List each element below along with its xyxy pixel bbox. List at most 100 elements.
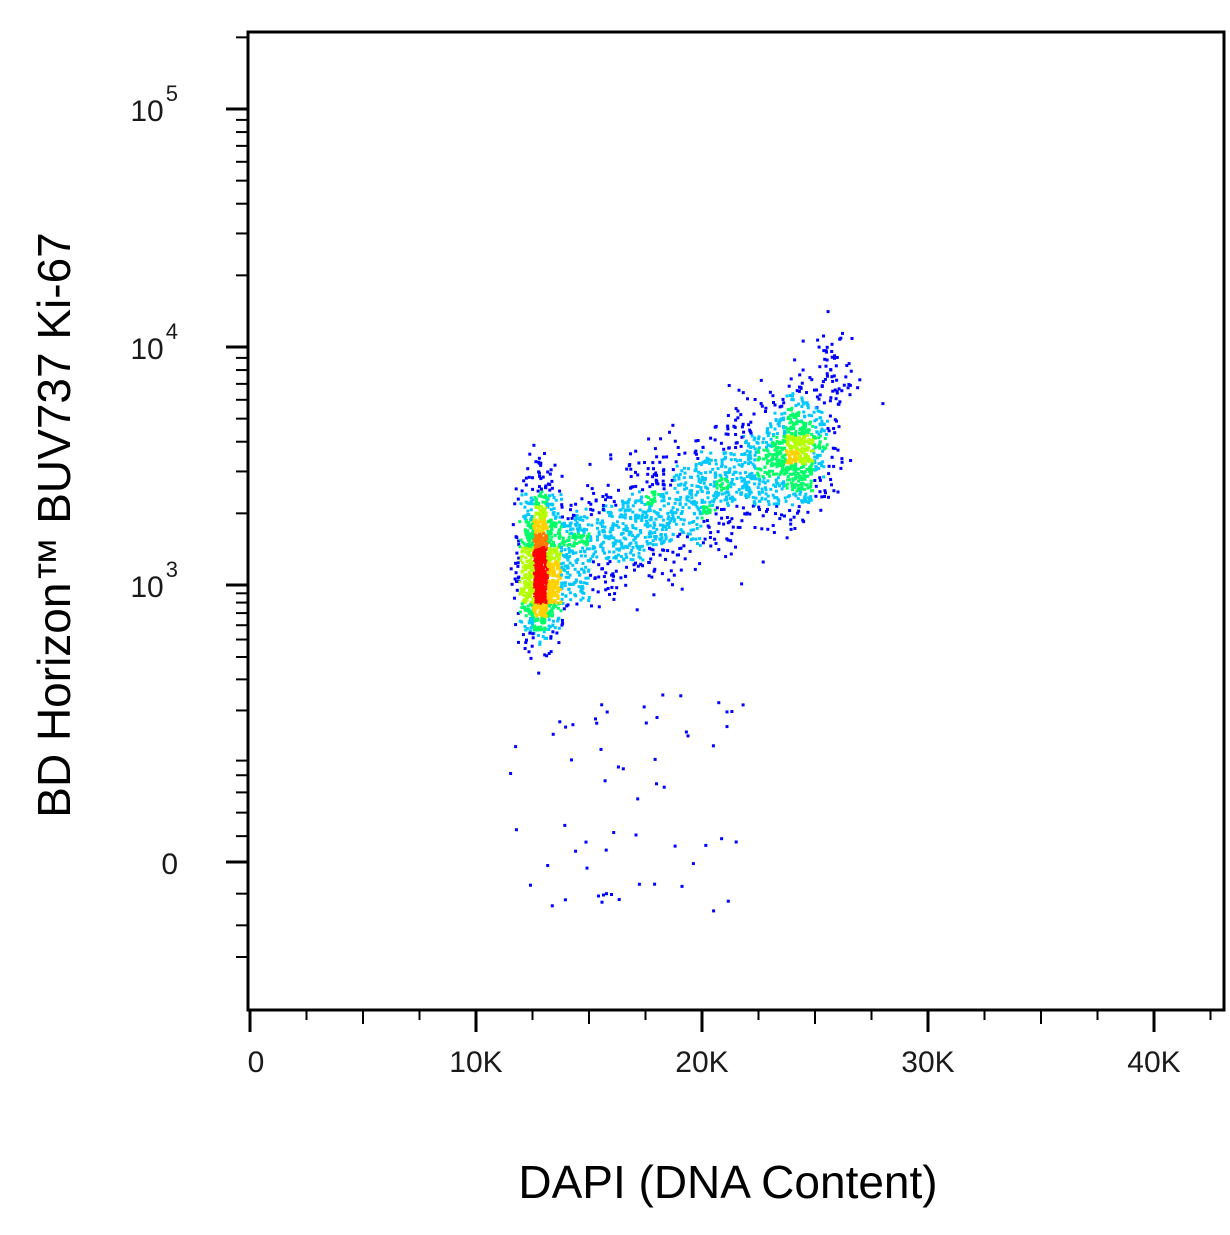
data-point <box>729 458 733 462</box>
data-point <box>779 446 783 450</box>
data-point <box>575 521 579 525</box>
data-point <box>796 447 799 451</box>
data-point <box>547 597 551 601</box>
data-point <box>761 560 765 564</box>
data-point <box>533 566 536 570</box>
data-point <box>780 513 783 517</box>
data-point <box>603 551 606 555</box>
data-point <box>739 476 743 480</box>
data-point <box>575 509 579 513</box>
data-point <box>557 557 561 561</box>
data-point <box>540 553 544 557</box>
data-point <box>711 503 715 507</box>
data-point <box>539 572 543 576</box>
data-point <box>782 462 785 466</box>
data-point <box>608 511 612 515</box>
data-point <box>671 550 675 554</box>
data-point <box>730 532 734 536</box>
data-point <box>536 597 540 601</box>
data-point <box>670 478 674 482</box>
data-point <box>780 482 784 485</box>
data-point <box>660 499 664 503</box>
data-point <box>813 468 817 472</box>
data-point <box>575 542 579 545</box>
data-point <box>748 492 752 496</box>
data-point <box>546 615 550 618</box>
data-point <box>782 484 786 488</box>
data-point <box>611 541 615 545</box>
data-point <box>641 510 645 514</box>
data-point <box>818 478 822 482</box>
data-point <box>709 458 713 462</box>
data-point <box>578 523 582 527</box>
data-point <box>546 529 550 533</box>
data-point <box>730 499 734 503</box>
data-point <box>573 581 577 584</box>
data-point <box>714 512 718 516</box>
data-point <box>634 541 638 545</box>
x-axis-tick-labels: 0 10K 20K 30K 40K <box>248 1046 1181 1079</box>
data-point <box>706 496 710 500</box>
data-point <box>804 425 807 428</box>
data-point <box>592 491 596 495</box>
data-point <box>561 536 565 540</box>
data-point <box>808 420 812 424</box>
x-axis-title: DAPI (DNA Content) <box>518 1156 937 1208</box>
data-point <box>522 598 526 602</box>
data-point <box>789 518 793 522</box>
data-point <box>597 605 601 609</box>
data-point <box>766 527 770 531</box>
data-point <box>800 429 804 433</box>
data-point <box>519 555 523 559</box>
data-point <box>757 499 761 503</box>
data-point <box>660 493 664 497</box>
data-point <box>572 541 576 545</box>
data-point <box>579 536 583 540</box>
data-point <box>662 487 666 491</box>
data-point <box>795 389 799 393</box>
data-point <box>629 530 633 534</box>
data-point <box>526 563 530 567</box>
data-point <box>833 418 837 422</box>
data-point <box>543 570 547 574</box>
data-point <box>757 492 761 496</box>
data-point <box>692 501 696 505</box>
data-point <box>533 601 537 604</box>
data-point <box>533 535 537 539</box>
data-point <box>545 496 549 500</box>
data-point <box>798 431 802 435</box>
data-point <box>775 472 778 476</box>
data-point <box>747 423 751 427</box>
data-point <box>787 384 791 388</box>
data-point <box>794 430 798 434</box>
data-point <box>792 464 795 468</box>
data-point <box>856 386 860 390</box>
data-point <box>611 522 615 526</box>
data-point <box>784 437 788 440</box>
data-point <box>583 550 587 554</box>
data-point <box>741 506 745 510</box>
data-point <box>838 337 842 341</box>
data-point <box>799 490 803 494</box>
data-point <box>778 420 781 424</box>
data-point <box>518 592 522 596</box>
data-point <box>800 499 804 503</box>
data-point <box>706 487 710 491</box>
data-point <box>652 473 656 477</box>
data-point <box>756 448 760 452</box>
data-point <box>730 710 734 713</box>
data-point <box>786 417 790 421</box>
data-point <box>694 463 698 466</box>
data-point <box>550 535 554 539</box>
data-point <box>548 494 551 498</box>
data-point <box>767 503 771 506</box>
data-point <box>516 561 520 565</box>
data-point <box>662 504 666 508</box>
data-point <box>617 488 620 492</box>
y-axis-title: BD Horizon™ BUV737 Ki-67 <box>28 232 80 817</box>
data-point <box>535 498 538 502</box>
data-point <box>789 527 793 531</box>
data-point <box>560 584 564 588</box>
data-point <box>531 601 535 605</box>
data-point <box>732 424 736 428</box>
